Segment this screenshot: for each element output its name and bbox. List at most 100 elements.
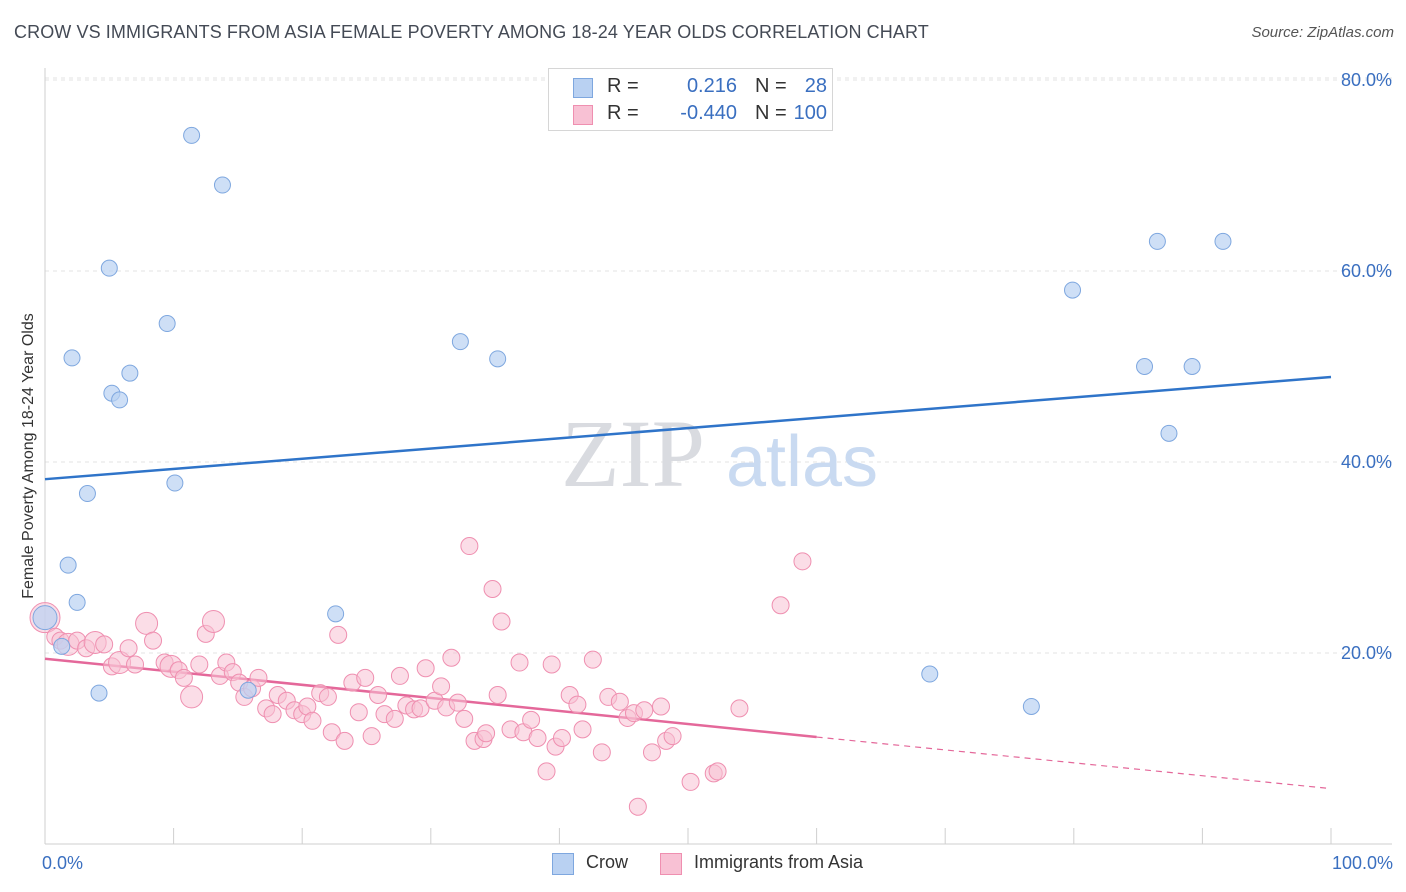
asia-point	[488, 686, 507, 705]
crow-point	[166, 474, 184, 492]
asia-point	[628, 797, 647, 816]
asia-point	[492, 612, 511, 631]
crow-point	[59, 556, 77, 574]
n-value: 28	[804, 75, 827, 97]
asia-point	[95, 635, 114, 654]
asia-point	[349, 703, 368, 722]
asia-swatch	[660, 853, 682, 875]
asia-point	[542, 655, 561, 674]
asia-point	[448, 693, 467, 712]
asia-point	[635, 701, 654, 720]
chart-title: CROW VS IMMIGRANTS FROM ASIA FEMALE POVE…	[14, 22, 929, 42]
crow-point	[1183, 358, 1201, 375]
crow-swatch	[573, 78, 593, 98]
asia-point	[528, 728, 547, 747]
crow-point	[239, 681, 257, 699]
axes	[44, 68, 1392, 845]
legend-label: Crow	[586, 852, 629, 872]
asia-point	[477, 724, 496, 743]
y-tick-label: 80.0%	[1341, 70, 1392, 90]
asia-point	[793, 552, 812, 571]
source-label: Source: ZipAtlas.com	[1251, 24, 1394, 41]
y-tick-label: 60.0%	[1341, 261, 1392, 281]
asia-point	[432, 677, 451, 696]
asia-point	[552, 728, 571, 747]
asia-point	[335, 731, 354, 750]
asia-point	[510, 653, 529, 672]
asia-point	[119, 639, 138, 658]
x-tick-label: 0.0%	[42, 853, 83, 873]
crow-point	[111, 391, 129, 409]
crow-point	[78, 485, 96, 503]
asia-point	[455, 709, 474, 728]
asia-point	[411, 699, 430, 718]
asia-point	[356, 668, 375, 687]
crow-point	[1148, 232, 1166, 250]
asia-trend-line-projection	[816, 736, 1332, 790]
n-value: 100	[793, 102, 827, 124]
crow-point	[489, 350, 507, 368]
asia-point	[416, 659, 435, 678]
series-legend: Crow Immigrants from Asia	[0, 852, 1406, 878]
n-label: N =	[755, 75, 787, 97]
r-value: -0.440	[680, 102, 737, 124]
crow-point	[1064, 281, 1082, 299]
asia-point	[135, 611, 159, 635]
asia-point	[249, 668, 268, 687]
crow-point	[921, 665, 939, 683]
asia-point	[522, 710, 541, 729]
asia-point	[573, 720, 592, 739]
crow-point	[213, 176, 231, 194]
watermark-atlas: atlas	[726, 422, 878, 502]
r-label: R =	[607, 75, 639, 97]
asia-point	[201, 609, 225, 633]
crow-point	[183, 126, 201, 144]
n-label: N =	[755, 102, 787, 124]
legend-label: Immigrants from Asia	[694, 852, 864, 872]
watermark-zip: ZIP	[561, 400, 705, 507]
asia-point	[460, 537, 479, 556]
series-crow	[32, 126, 1232, 715]
asia-point	[730, 699, 749, 718]
asia-point	[329, 625, 348, 644]
crow-point	[327, 605, 345, 623]
r-label: R =	[607, 102, 639, 124]
asia-point	[369, 686, 388, 705]
crow-point	[1160, 424, 1178, 442]
asia-point	[708, 762, 727, 781]
crow-point	[451, 333, 469, 351]
asia-point	[663, 727, 682, 746]
crow-point	[1022, 697, 1040, 715]
crow-point	[68, 593, 86, 611]
asia-point	[642, 743, 661, 762]
crow-point	[53, 637, 71, 655]
r-value: 0.216	[686, 75, 737, 97]
asia-point	[592, 743, 611, 762]
asia-point	[362, 727, 381, 746]
asia-point	[318, 687, 337, 706]
crow-point	[32, 605, 58, 631]
asia-swatch	[573, 105, 593, 125]
asia-point	[610, 692, 629, 711]
asia-point	[385, 709, 404, 728]
crow-point	[63, 349, 81, 367]
series-immigrants-from-asia	[29, 537, 812, 816]
asia-point	[537, 762, 556, 781]
crow-point	[158, 315, 176, 333]
asia-point	[180, 685, 204, 709]
tick-labels: 20.0% 40.0% 60.0% 80.0% 0.0% 100.0%	[42, 70, 1393, 873]
asia-point	[174, 668, 193, 687]
y-axis-label: Female Poverty Among 18-24 Year Olds	[20, 313, 37, 599]
crow-point	[1214, 232, 1232, 250]
crow-point	[100, 259, 118, 277]
asia-point	[322, 723, 341, 742]
asia-point	[126, 655, 145, 674]
crow-point	[90, 684, 108, 702]
asia-point	[568, 695, 587, 714]
crow-point	[121, 364, 139, 382]
asia-point	[442, 648, 461, 667]
asia-point	[263, 705, 282, 724]
asia-point	[303, 711, 322, 730]
crow-point	[1136, 358, 1154, 375]
